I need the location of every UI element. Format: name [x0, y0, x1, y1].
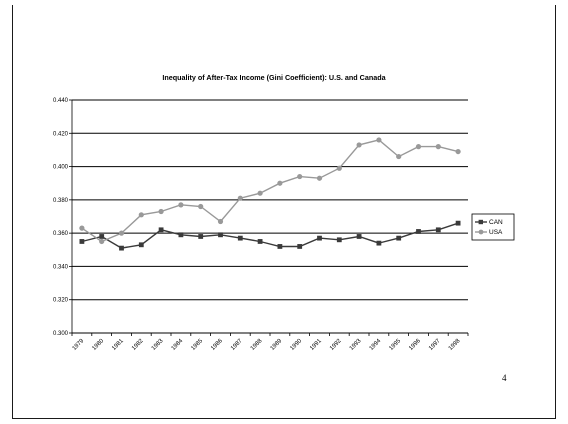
data-point-can [396, 235, 402, 241]
y-tick-label: 0.320 [53, 298, 69, 304]
data-point-usa [316, 175, 323, 181]
x-tick-label: 1989 [270, 338, 284, 352]
x-tick-label: 1996 [408, 338, 422, 352]
x-tick-label: 1986 [210, 338, 224, 352]
data-point-usa [99, 238, 105, 245]
chart-gridlines [72, 99, 468, 334]
data-point-can [356, 234, 362, 239]
data-point-usa [277, 180, 283, 186]
data-point-can [336, 237, 342, 243]
slide-frame [12, 5, 556, 419]
x-tick-label: 1984 [171, 338, 185, 352]
x-tick-label: 1992 [329, 338, 343, 352]
data-point-can [119, 245, 124, 251]
data-point-can [198, 234, 204, 239]
data-point-usa [178, 202, 184, 208]
y-tick-label: 0.400 [53, 165, 69, 171]
data-point-usa [297, 173, 303, 180]
x-tick-label: 1985 [190, 338, 204, 352]
data-point-can [138, 242, 144, 248]
chart-axes: 0.300 0.320 0.340 0.360 0.380 0.400 0.420 0.440… [53, 98, 469, 352]
y-tick-label: 0.420 [53, 131, 69, 137]
data-point-can [416, 229, 421, 234]
data-point-usa [455, 148, 461, 155]
data-point-usa [257, 190, 263, 196]
data-point-can [297, 244, 303, 249]
y-tick-label: 0.360 [53, 231, 69, 237]
x-tick-label: 1979 [72, 338, 86, 352]
legend-label-usa: USA [489, 229, 503, 236]
y-tick-label: 0.440 [53, 98, 69, 104]
data-point-usa [415, 144, 422, 150]
x-tick-label: 1980 [91, 338, 105, 352]
y-tick-label: 0.380 [53, 198, 69, 204]
chart-title: Inequality of After-Tax Income (Gini Coe… [162, 73, 386, 82]
data-point-can [237, 235, 243, 241]
legend-marker-can [478, 219, 483, 225]
data-point-can [257, 239, 263, 244]
data-point-usa [237, 195, 243, 201]
page-number: 4 [502, 373, 507, 383]
data-point-can [158, 227, 164, 233]
series-line-can [81, 222, 459, 249]
x-tick-label: 1993 [349, 338, 363, 352]
data-point-can [317, 235, 322, 241]
x-tick-label: 1991 [309, 338, 323, 352]
chart-legend: CAN USA [471, 213, 515, 241]
x-tick-label: 1981 [111, 338, 125, 352]
legend-marker-usa [478, 229, 484, 235]
data-point-usa [396, 153, 402, 160]
data-point-can [178, 232, 184, 238]
x-tick-label: 1983 [151, 338, 165, 352]
y-tick-label: 0.340 [53, 264, 69, 270]
data-point-can [79, 239, 85, 244]
data-point-usa [79, 225, 85, 231]
data-point-can [277, 244, 283, 249]
data-point-can [455, 220, 461, 226]
legend-box [471, 213, 515, 241]
data-point-can [435, 227, 441, 233]
legend-label-can: CAN [489, 219, 503, 226]
x-tick-label: 1995 [388, 338, 402, 352]
chart-series [79, 137, 461, 251]
y-tick-label: 0.300 [53, 331, 69, 337]
x-tick-label: 1998 [448, 338, 462, 352]
x-tick-label: 1988 [250, 338, 264, 352]
data-point-usa [376, 137, 382, 143]
data-point-usa [336, 165, 342, 171]
data-point-usa [138, 212, 144, 218]
data-point-can [376, 240, 382, 246]
data-point-can [99, 234, 105, 239]
x-tick-label: 1994 [369, 338, 383, 352]
data-point-usa [118, 230, 125, 236]
data-point-usa [356, 142, 362, 148]
data-point-usa [217, 218, 224, 225]
series-line-usa [81, 139, 459, 243]
data-point-usa [198, 203, 204, 210]
data-point-usa [435, 144, 441, 150]
x-tick-label: 1987 [230, 338, 244, 352]
data-point-can [218, 232, 223, 238]
x-tick-label: 1997 [428, 338, 442, 352]
x-tick-label: 1982 [131, 338, 145, 352]
data-point-usa [158, 208, 164, 215]
x-tick-label: 1990 [289, 338, 303, 352]
